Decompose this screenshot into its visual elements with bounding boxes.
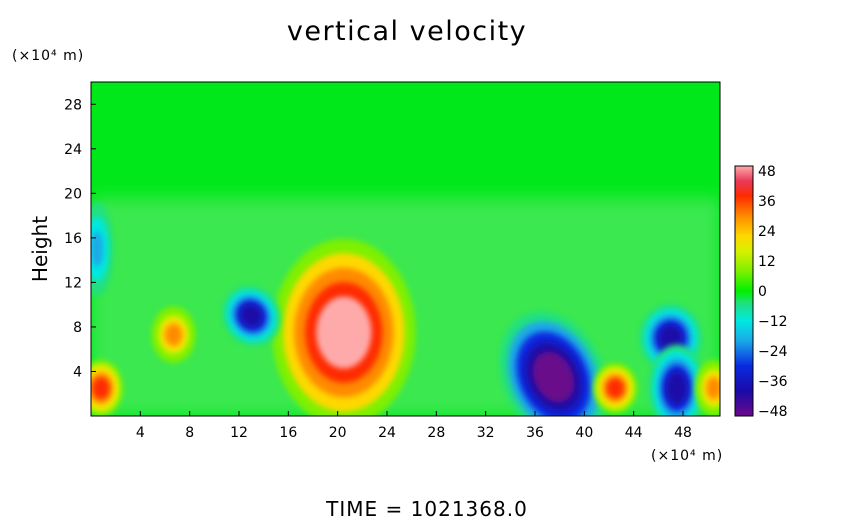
- x-tick-label: 4: [136, 425, 145, 441]
- x-tick-label: 44: [625, 425, 643, 441]
- x-tick-label: 24: [378, 425, 396, 441]
- velocity-contour: [532, 351, 575, 403]
- y-tick-label: 8: [73, 320, 82, 336]
- y-tick-label: 16: [64, 231, 82, 247]
- y-tick-label: 20: [64, 186, 82, 202]
- chart-title: vertical velocity: [287, 16, 527, 47]
- colorbar-tick-label: −12: [758, 314, 788, 330]
- velocity-contour: [91, 231, 104, 267]
- colorbar: [734, 165, 754, 417]
- velocity-contour: [316, 296, 372, 369]
- colorbar-tick-label: 36: [758, 194, 776, 210]
- velocity-contour: [706, 377, 720, 399]
- x-tick-label: 36: [526, 425, 544, 441]
- time-label: TIME = 1021368.0: [325, 497, 528, 519]
- y-tick-label: 28: [64, 97, 82, 113]
- y-axis-label: Height: [28, 216, 52, 282]
- colorbar-ticks: 48 36 24 12 0 −12 −24 −36 −48: [758, 164, 788, 420]
- velocity-contour: [666, 371, 688, 405]
- colorbar-tick-label: −36: [758, 374, 788, 390]
- x-tick-label: 20: [329, 425, 347, 441]
- colorbar-tick-label: 24: [758, 224, 776, 240]
- plot-frame: [90, 81, 721, 417]
- y-axis: 4 8 12 16 20 24 28: [64, 97, 96, 380]
- y-tick-label: 12: [64, 275, 82, 291]
- x-axis: 4 8 12 16 20 24 28 32 36 40 44 48: [136, 411, 692, 441]
- x-tick-label: 28: [427, 425, 445, 441]
- y-tick-label: 24: [64, 142, 82, 158]
- x-tick-label: 8: [185, 425, 194, 441]
- velocity-contour: [606, 378, 624, 398]
- x-tick-label: 32: [477, 425, 495, 441]
- x-unit-label: (×10⁴ m): [651, 448, 723, 464]
- y-tick-label: 4: [73, 364, 82, 380]
- x-tick-label: 16: [279, 425, 297, 441]
- velocity-contour: [240, 304, 263, 328]
- heatmap-field: [91, 82, 720, 416]
- colorbar-tick-label: −48: [758, 404, 788, 420]
- colorbar-tick-label: 0: [758, 284, 767, 300]
- x-tick-label: 12: [230, 425, 248, 441]
- velocity-contour: [165, 323, 183, 346]
- colorbar-tick-label: 12: [758, 254, 776, 270]
- y-unit-label: (×10⁴ m): [12, 48, 84, 64]
- x-tick-label: 48: [674, 425, 692, 441]
- velocity-contour: [92, 377, 110, 399]
- colorbar-tick-label: 48: [758, 164, 776, 180]
- colorbar-tick-label: −24: [758, 344, 788, 360]
- x-tick-label: 40: [575, 425, 593, 441]
